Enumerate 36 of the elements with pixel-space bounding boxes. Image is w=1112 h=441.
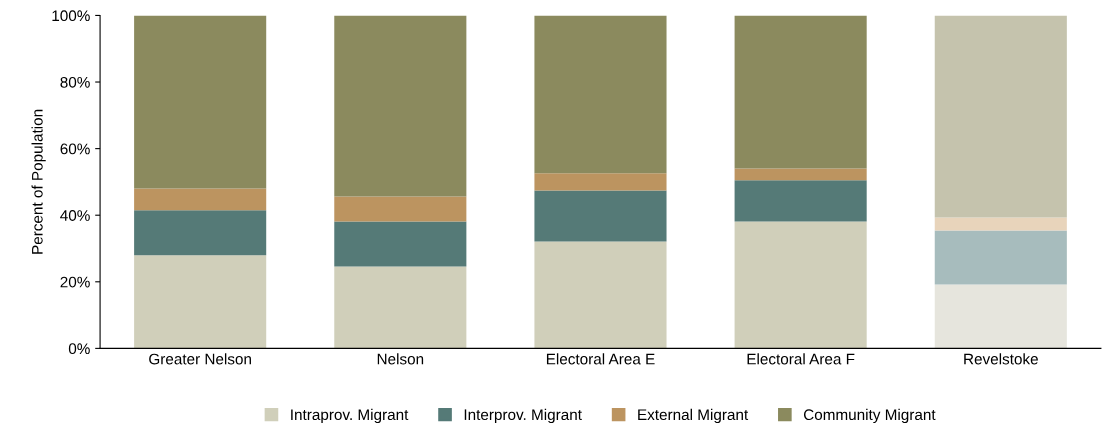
bar [334, 221, 467, 267]
bar [934, 284, 1067, 349]
bar [334, 15, 467, 197]
y-axis-title: Percent of Population [31, 109, 46, 254]
bar [734, 221, 867, 349]
bar [934, 15, 1067, 218]
x-tick-label: Electoral Area F [747, 353, 855, 365]
bar [334, 266, 467, 349]
legend-label: Community Migrant [803, 408, 936, 424]
x-tick-label: Electoral Area E [546, 353, 655, 365]
y-tick-label: 20% [60, 276, 90, 288]
legend-label: Intraprov. Migrant [291, 408, 409, 424]
bar [534, 241, 667, 349]
legend-label: Interprov. Migrant [464, 408, 582, 424]
legend-label: External Migrant [638, 408, 749, 424]
bar [534, 173, 667, 191]
bar [134, 255, 267, 349]
y-tick-label: 0% [68, 343, 90, 355]
bar [734, 15, 867, 169]
x-tick-label: Revelstoke [964, 353, 1038, 365]
y-tick-label: 80% [60, 76, 90, 88]
bar [934, 217, 1067, 231]
bar [734, 168, 867, 181]
bar [734, 180, 867, 222]
bar [134, 210, 267, 256]
bar [334, 196, 467, 222]
bar [134, 188, 267, 211]
y-tick-label: 60% [60, 143, 90, 155]
bar [134, 15, 267, 189]
y-tick-label: 100% [52, 10, 90, 22]
bar [934, 230, 1067, 285]
x-tick-label: Greater Nelson [149, 353, 251, 365]
bar [534, 15, 667, 174]
y-tick-label: 40% [60, 210, 90, 221]
bar [534, 190, 667, 242]
x-tick-label: Nelson [377, 353, 424, 365]
